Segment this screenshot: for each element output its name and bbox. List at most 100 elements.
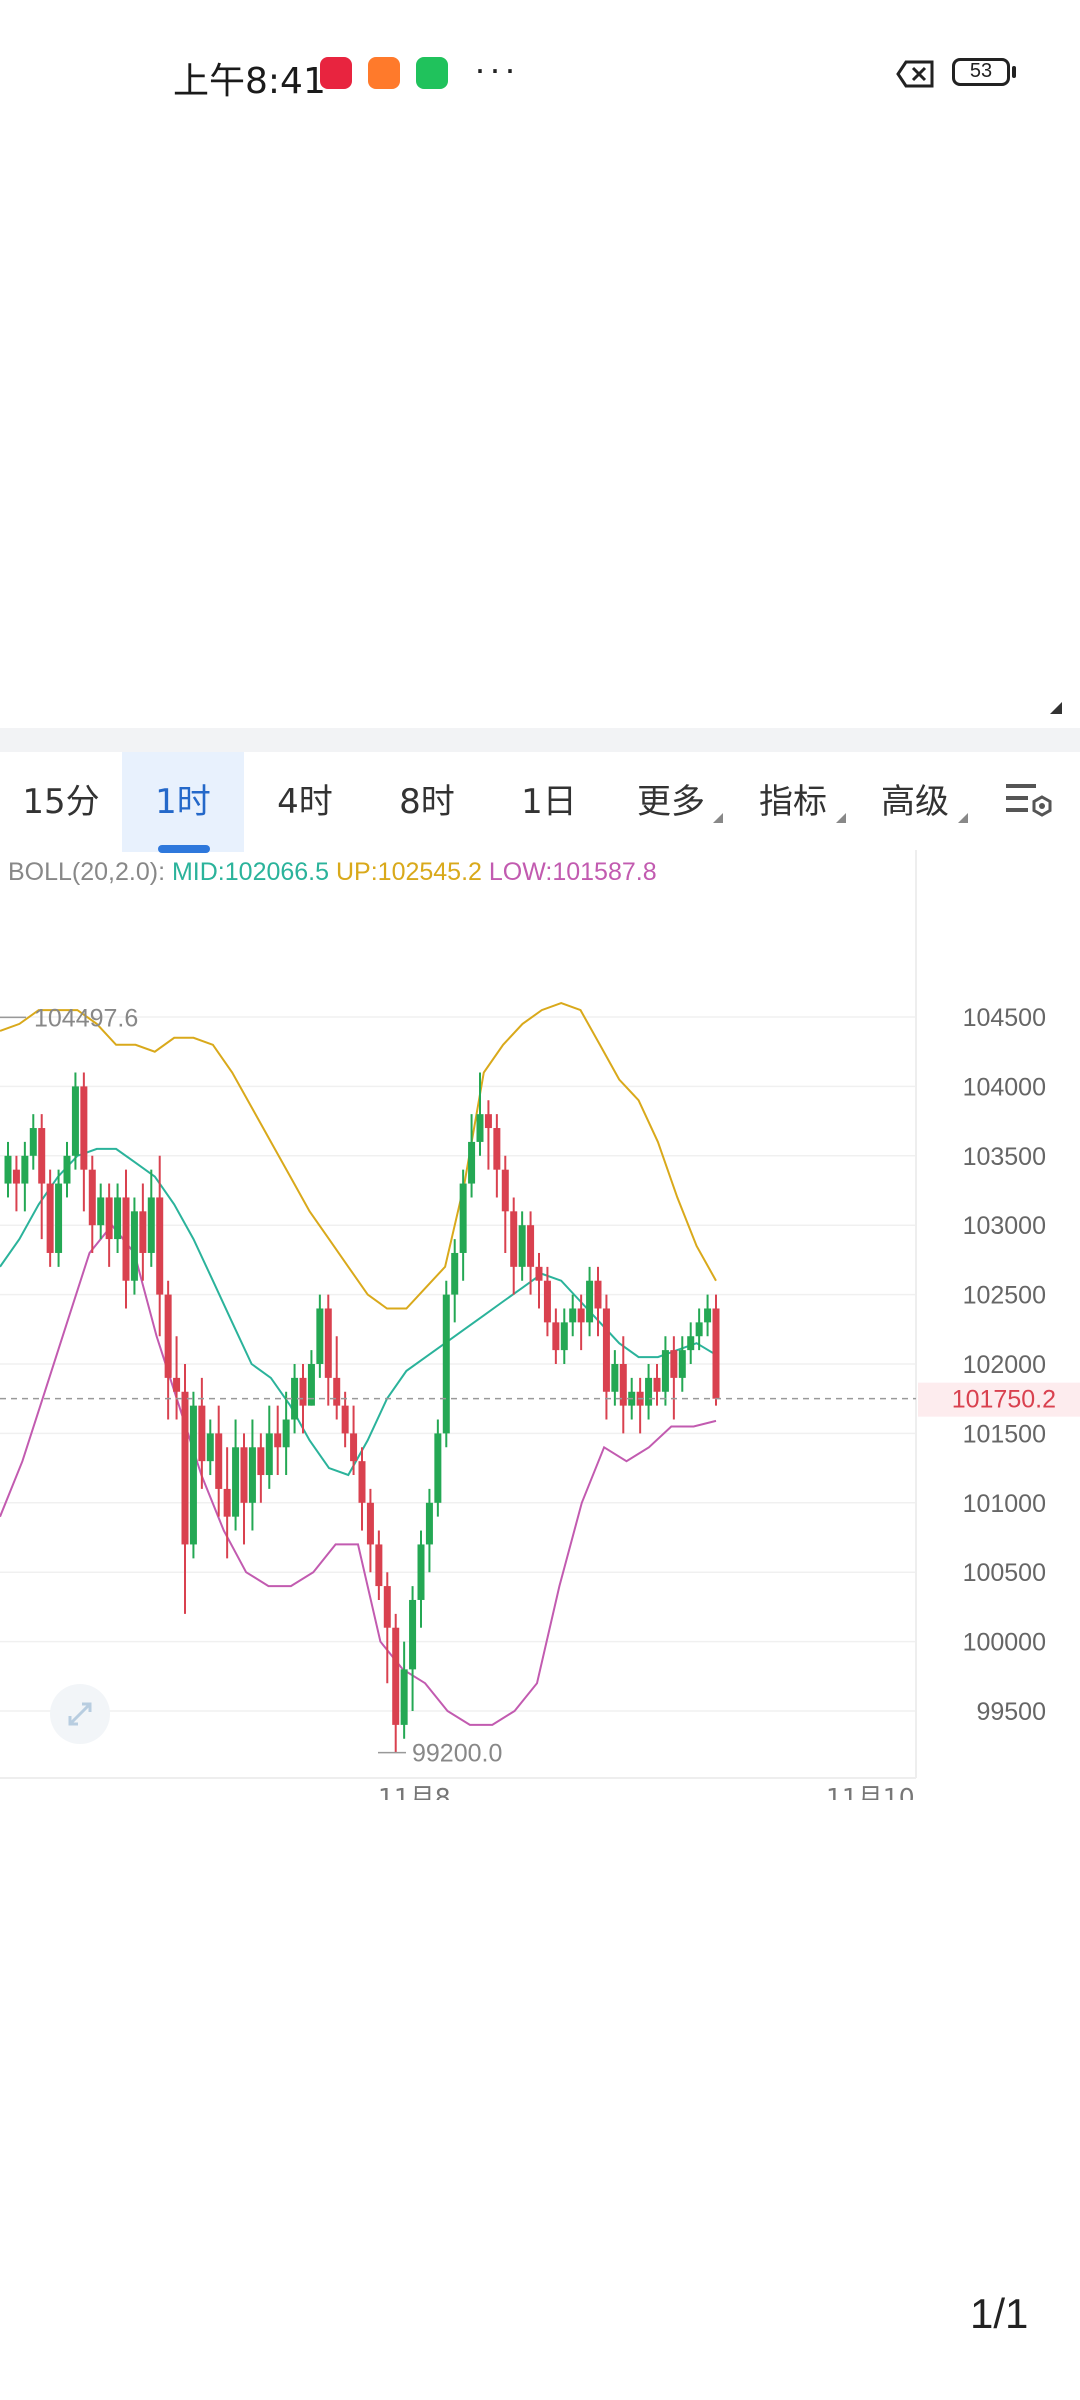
tab-advanced[interactable]: 高级 bbox=[881, 782, 949, 822]
wechat-icon bbox=[416, 57, 448, 89]
candle-body bbox=[12, 1169, 20, 1184]
candle-body bbox=[164, 1294, 172, 1378]
tab-more[interactable]: 更多 bbox=[637, 782, 705, 822]
candle-body bbox=[543, 1280, 551, 1323]
current-price-label: 101750.2 bbox=[952, 1386, 1056, 1414]
candle-body bbox=[484, 1114, 492, 1129]
candle-body bbox=[173, 1377, 181, 1392]
boll-up: UP:102545.2 bbox=[335, 858, 482, 886]
boll-mid-line bbox=[0, 1147, 717, 1477]
page-counter: 1/1 bbox=[970, 2290, 1029, 2337]
status-time: 上午8:41 bbox=[173, 61, 326, 102]
tab-1d[interactable]: 1日 bbox=[521, 782, 577, 822]
candle-body bbox=[645, 1377, 653, 1406]
candle-body bbox=[594, 1280, 602, 1309]
candle-body bbox=[468, 1141, 476, 1184]
candle-body bbox=[670, 1350, 678, 1378]
boll-low: LOW:101587.8 bbox=[488, 858, 657, 886]
candle-body bbox=[451, 1252, 459, 1295]
candle-body bbox=[586, 1280, 594, 1323]
resize-corner-icon bbox=[1050, 702, 1062, 714]
candle-body bbox=[181, 1391, 189, 1545]
candle-body bbox=[38, 1128, 46, 1184]
candle-body bbox=[80, 1086, 88, 1170]
chart-settings-icon[interactable] bbox=[1004, 780, 1056, 824]
y-tick-label: 103500 bbox=[963, 1143, 1046, 1171]
y-tick-label: 104000 bbox=[963, 1073, 1046, 1101]
candle-body bbox=[105, 1197, 113, 1240]
active-tab-indicator bbox=[158, 845, 210, 853]
candle-body bbox=[704, 1308, 712, 1323]
candle-body bbox=[434, 1433, 442, 1503]
candle-body bbox=[560, 1322, 568, 1351]
candle-body bbox=[114, 1197, 122, 1240]
candle-body bbox=[687, 1336, 695, 1351]
candle-body bbox=[712, 1308, 720, 1399]
candle-body bbox=[417, 1544, 425, 1600]
candle-body bbox=[350, 1433, 358, 1462]
candle-body bbox=[4, 1155, 12, 1184]
candle-body bbox=[198, 1405, 206, 1462]
candle-body bbox=[661, 1350, 669, 1392]
candle-body bbox=[493, 1128, 501, 1170]
candle-body bbox=[678, 1350, 686, 1378]
y-tick-label: 100500 bbox=[963, 1559, 1046, 1587]
candle-body bbox=[223, 1488, 231, 1517]
high-label: 104497.6 bbox=[34, 1004, 138, 1032]
candle-body bbox=[358, 1461, 366, 1503]
candle-body bbox=[375, 1544, 383, 1587]
candle-body bbox=[535, 1266, 543, 1281]
indicators-dropdown-icon bbox=[836, 813, 846, 823]
app-notification-icon bbox=[320, 57, 352, 89]
expand-icon[interactable] bbox=[48, 1682, 112, 1746]
battery-level: 53 bbox=[969, 60, 993, 82]
status-bar: 上午8:41 ··· 53 bbox=[0, 0, 1080, 150]
chart-grid: 104500 104000 103500 103000 102500 102000 1015… bbox=[0, 850, 1046, 1779]
candle-body bbox=[510, 1211, 518, 1267]
y-tick-label: 101000 bbox=[963, 1490, 1046, 1518]
candle-body bbox=[619, 1364, 627, 1406]
tab-1h[interactable]: 1时 bbox=[122, 752, 244, 852]
candle-body bbox=[366, 1502, 374, 1545]
tab-indicators[interactable]: 指标 bbox=[759, 782, 827, 822]
candle-body bbox=[400, 1669, 408, 1725]
candle-body bbox=[552, 1322, 560, 1351]
candle-body bbox=[577, 1308, 585, 1323]
candle-body bbox=[291, 1377, 299, 1420]
tab-4h[interactable]: 4时 bbox=[277, 782, 333, 822]
candle-body bbox=[476, 1114, 484, 1142]
tab-15m[interactable]: 15分 bbox=[22, 782, 100, 822]
candle-body bbox=[282, 1419, 290, 1448]
candle-body bbox=[257, 1447, 265, 1476]
candle-body bbox=[518, 1225, 526, 1267]
y-tick-label: 100000 bbox=[963, 1629, 1046, 1657]
candle-body bbox=[333, 1377, 341, 1406]
candle-body bbox=[527, 1225, 535, 1267]
candle-body bbox=[383, 1586, 391, 1628]
candle-body bbox=[341, 1405, 349, 1434]
low-label: 99200.0 bbox=[412, 1740, 502, 1768]
candle-body bbox=[602, 1308, 610, 1392]
candle-body bbox=[189, 1405, 197, 1545]
boll-mid: MID:102066.5 bbox=[171, 858, 330, 886]
candle-body bbox=[21, 1155, 29, 1184]
shopping-notification-icon bbox=[368, 57, 400, 89]
candle-body bbox=[29, 1128, 37, 1156]
candle-body bbox=[316, 1308, 324, 1364]
no-sim-icon bbox=[896, 60, 934, 88]
boll-legend: BOLL(20,2.0): MID:102066.5 UP:102545.2 L… bbox=[8, 858, 657, 887]
candlestick-chart[interactable]: 104500 104000 103500 103000 102500 102000 1015… bbox=[0, 850, 1080, 1800]
candles bbox=[4, 1072, 720, 1753]
candle-body bbox=[501, 1169, 509, 1212]
candle-body bbox=[459, 1183, 467, 1253]
candle-body bbox=[215, 1433, 223, 1489]
x-tick-label: 11月10 bbox=[826, 1783, 915, 1800]
candle-body bbox=[409, 1599, 417, 1670]
candle-body bbox=[122, 1197, 130, 1281]
advanced-dropdown-icon bbox=[958, 813, 968, 823]
tab-8h[interactable]: 8时 bbox=[399, 782, 455, 822]
candle-body bbox=[265, 1433, 273, 1476]
candle-body bbox=[71, 1086, 79, 1156]
y-tick-label: 102000 bbox=[963, 1351, 1046, 1379]
candle-body bbox=[392, 1627, 400, 1725]
